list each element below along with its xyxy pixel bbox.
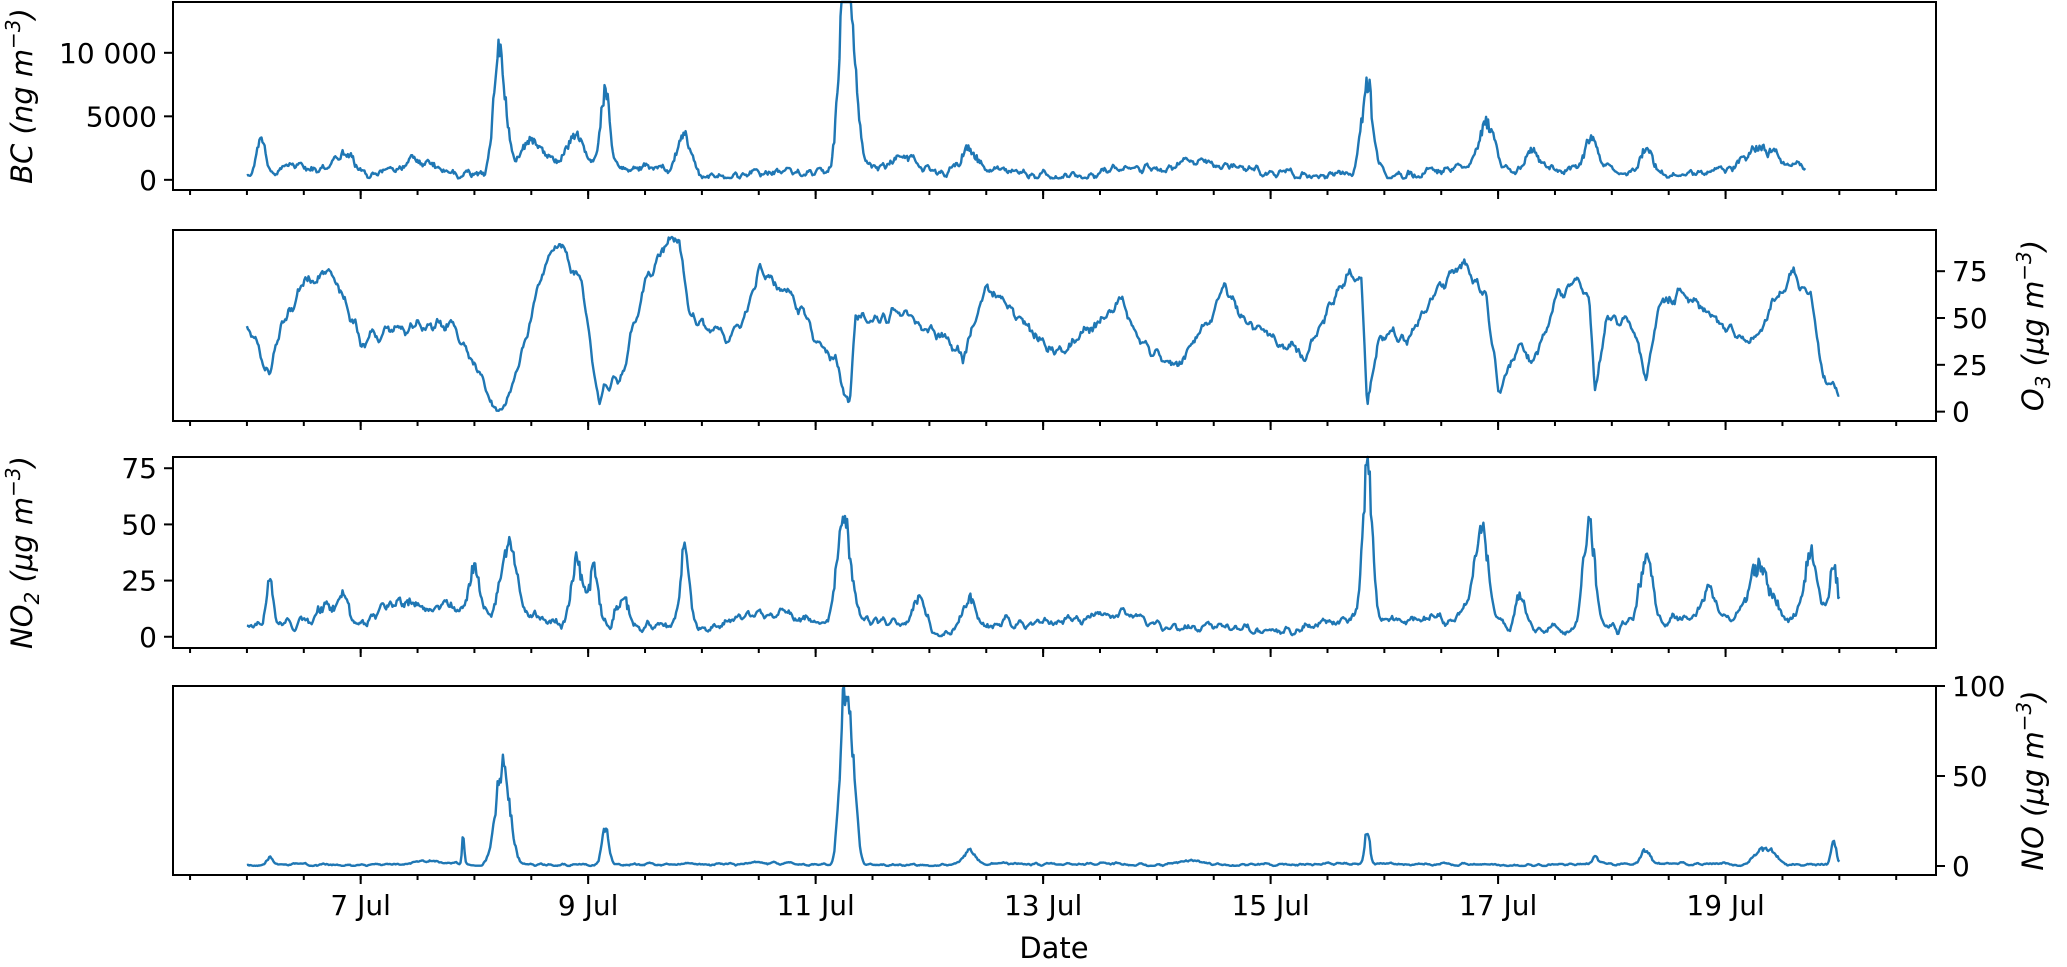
x-tick-label: 15 Jul xyxy=(1231,889,1309,922)
x-axis-label: Date xyxy=(1019,931,1088,965)
series-line-no2 xyxy=(246,455,1841,638)
x-tick-label: 19 Jul xyxy=(1686,889,1764,922)
y-label-subscript: 2 xyxy=(20,592,44,605)
y-label-close: ) xyxy=(5,456,39,469)
series-line-o3 xyxy=(245,235,1840,412)
panel-o3: 0 25 50 75 O3 (μg m−3) xyxy=(172,229,2055,430)
y-label-superscript: −3 xyxy=(1,467,25,496)
y-tick-label-bc: 0 xyxy=(139,164,157,197)
y-label-quantity: BC xyxy=(5,143,39,184)
y-label-unit: (μg m xyxy=(2016,731,2050,817)
y-label-unit: (μg m xyxy=(5,497,39,583)
plot-frame-no2 xyxy=(172,456,1937,649)
y-tick-label-o3: 75 xyxy=(1952,255,1988,288)
y-label-space xyxy=(5,135,39,144)
y-tick-label-no2: 75 xyxy=(121,452,157,485)
y-label-quantity: NO xyxy=(5,604,39,649)
y-tick-label-no: 50 xyxy=(1952,760,1988,793)
y-label-close: ) xyxy=(5,8,39,21)
y-label-reset xyxy=(5,582,39,591)
y-tick-label-no2: 0 xyxy=(139,621,157,654)
y-label-superscript: −3 xyxy=(2012,251,2036,280)
y-label-close: ) xyxy=(2016,240,2050,253)
x-tick-label: 11 Jul xyxy=(776,889,854,922)
panel-bc: 0 5000 10 000 BC (ng m−3) xyxy=(1,0,1937,199)
y-tick-label-no2: 50 xyxy=(121,508,157,541)
plot-frame-bc xyxy=(172,1,1937,191)
y-axis-label-o3: O3 (μg m−3) xyxy=(2012,240,2055,411)
y-label-subscript: 3 xyxy=(2031,376,2055,389)
series-line-no xyxy=(246,684,1841,868)
y-axis-label-bc: BC (ng m−3) xyxy=(1,8,39,184)
y-tick-label-o3: 50 xyxy=(1952,302,1988,335)
x-tick-label: 9 Jul xyxy=(558,889,619,922)
y-axis-label-no2: NO2 (μg m−3) xyxy=(1,456,44,649)
x-tick-label: 13 Jul xyxy=(1004,889,1082,922)
y-label-superscript: −3 xyxy=(2012,702,2036,731)
y-label-space xyxy=(2016,817,2050,826)
panel-no2: 0 25 50 75 NO2 (μg m−3) xyxy=(1,452,1937,657)
y-label-superscript: −3 xyxy=(1,19,25,48)
y-tick-label-bc: 10 000 xyxy=(59,37,157,70)
y-tick-label-no: 0 xyxy=(1952,850,1970,883)
y-label-quantity: O xyxy=(2016,388,2050,411)
plot-frame-o3 xyxy=(172,229,1937,422)
y-label-reset xyxy=(2016,366,2050,375)
x-tick-label: 17 Jul xyxy=(1459,889,1537,922)
y-tick-label-o3: 25 xyxy=(1952,349,1988,382)
y-label-unit: (ng m xyxy=(5,49,39,135)
x-tick-label: 7 Jul xyxy=(330,889,391,922)
y-label-close: ) xyxy=(2016,690,2050,703)
y-tick-label-no2: 25 xyxy=(121,565,157,598)
y-tick-label-no: 100 xyxy=(1952,670,2005,703)
y-tick-label-o3: 0 xyxy=(1952,396,1970,429)
y-label-unit: (μg m xyxy=(2016,281,2050,367)
plot-frame-no xyxy=(172,685,1937,876)
y-axis-label-no: NO (μg m−3) xyxy=(2012,690,2050,870)
series-line-bc xyxy=(246,0,1807,180)
y-tick-label-bc: 5000 xyxy=(86,100,157,133)
y-label-quantity: NO xyxy=(2016,826,2050,871)
